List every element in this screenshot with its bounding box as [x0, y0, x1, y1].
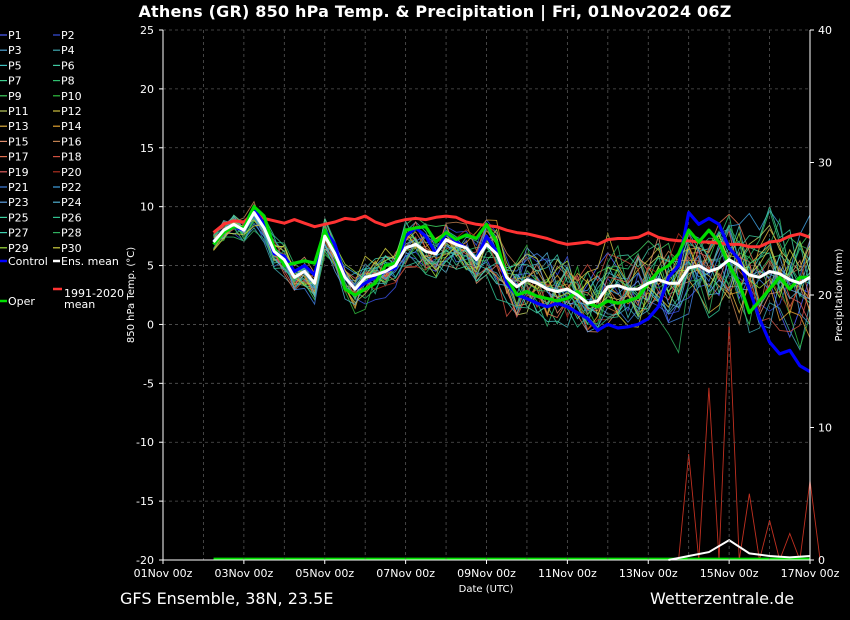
legend-label: P25: [8, 211, 29, 224]
x-tick-label: 13Nov 00z: [619, 567, 678, 580]
legend-label: P7: [8, 75, 22, 88]
y-tick-label: 0: [147, 318, 154, 331]
legend-label: P10: [61, 90, 82, 103]
legend-label: P29: [8, 242, 29, 255]
legend-label: P15: [8, 135, 29, 148]
legend-label: P22: [61, 181, 82, 194]
precipitation-bars: [213, 321, 821, 561]
precip-max-spike: [738, 493, 760, 561]
y-tick-label: -5: [143, 377, 154, 390]
legend-label: P6: [61, 59, 75, 72]
x-axis-label: Date (UTC): [459, 584, 514, 595]
x-tick-label: 07Nov 00z: [376, 567, 435, 580]
page-title: Athens (GR) 850 hPa Temp. & Precipitatio…: [138, 2, 732, 21]
y-tick-label: 15: [140, 142, 154, 155]
main-series-lines: [212, 205, 811, 373]
y-axis-label: 850 hPa Temp. (°C): [126, 247, 137, 343]
y-tick-label: 20: [140, 83, 154, 96]
legend-label: P8: [61, 75, 75, 88]
legend-label: P4: [61, 44, 75, 57]
y2-axis-label: Precipitation (mm): [834, 248, 845, 341]
legend-label: P2: [61, 29, 75, 42]
y2-tick-label: 30: [818, 157, 832, 170]
legend-label: P21: [8, 181, 29, 194]
member-line: [213, 210, 811, 318]
legend-label: P30: [61, 242, 82, 255]
x-tick-label: 17Nov 00z: [781, 567, 840, 580]
climate-mean-line: [212, 211, 811, 249]
model-info: GFS Ensemble, 38N, 23.5E: [120, 589, 334, 608]
member-line: [213, 200, 811, 326]
legend-label: P18: [61, 151, 82, 164]
legend-climate-label: 1991-2020: [64, 287, 124, 300]
legend-ens-mean-label: Ens. mean: [61, 255, 119, 268]
legend-label: P20: [61, 166, 82, 179]
y2-tick-label: 20: [818, 289, 832, 302]
y-tick-label: -20: [136, 554, 154, 567]
y-tick-label: -15: [136, 495, 154, 508]
legend-label: P1: [8, 29, 22, 42]
y-tick-label: 5: [147, 260, 154, 273]
legend-label: P11: [8, 105, 29, 118]
site-credit: Wetterzentrale.de: [650, 589, 795, 608]
precip-max-spike: [718, 321, 740, 561]
x-tick-label: 05Nov 00z: [295, 567, 354, 580]
precip-mean-line: [668, 538, 811, 561]
legend-label: P24: [61, 196, 82, 209]
y-tick-label: -10: [136, 436, 154, 449]
legend-climate-label: mean: [64, 298, 95, 311]
legend-label: P9: [8, 90, 22, 103]
y2-tick-label: 0: [818, 554, 825, 567]
legend-label: P14: [61, 120, 82, 133]
precip-max-spike: [698, 387, 720, 561]
y-tick-label: 10: [140, 201, 154, 214]
x-tick-label: 09Nov 00z: [457, 567, 516, 580]
legend-label: P28: [61, 227, 82, 240]
x-tick-label: 01Nov 00z: [134, 567, 193, 580]
legend: P1 P2 P3 P4 P5 P6 P7 P8 P9 P10 P11 P12 P13 P14 P15 P16 P…: [0, 29, 124, 311]
legend-label: P23: [8, 196, 29, 209]
grid-lines: [162, 29, 811, 561]
precip-max-spike: [678, 453, 700, 561]
y2-tick-label: 10: [818, 422, 832, 435]
ens-mean-line: [212, 211, 811, 305]
precip-max-spike: [759, 520, 781, 561]
y-tick-label: 25: [140, 24, 154, 37]
legend-control-label: Control: [8, 255, 48, 268]
legend-label: P5: [8, 59, 22, 72]
legend-label: P27: [8, 227, 29, 240]
legend-label: P12: [61, 105, 82, 118]
oper-line: [212, 205, 810, 315]
x-tick-label: 11Nov 00z: [538, 567, 597, 580]
precip-max-spike: [779, 532, 801, 561]
legend-label: P3: [8, 44, 22, 57]
x-tick-label: 15Nov 00z: [700, 567, 759, 580]
y2-tick-label: 40: [818, 24, 832, 37]
legend-label: P16: [61, 135, 82, 148]
legend-label: P26: [61, 211, 82, 224]
legend-label: P13: [8, 120, 29, 133]
axes: 25 20 15 10 5 0 -5 -10 -15 -20 40 30 20 10 0 01Nov 00z 0…: [126, 24, 845, 595]
legend-oper-label: Oper: [8, 295, 35, 308]
legend-label: P19: [8, 166, 29, 179]
legend-label: P17: [8, 151, 29, 164]
x-tick-label: 03Nov 00z: [215, 567, 274, 580]
